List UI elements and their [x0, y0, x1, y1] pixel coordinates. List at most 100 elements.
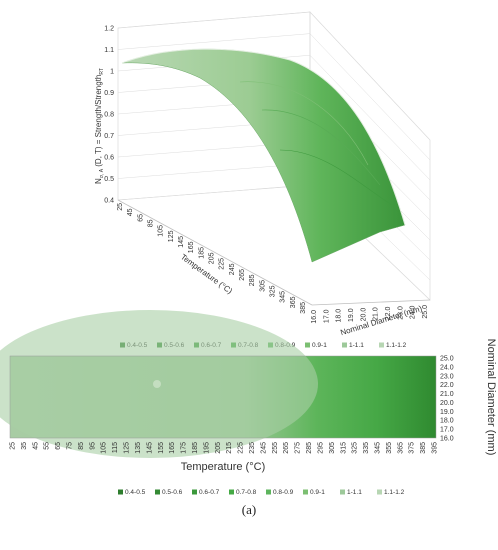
- contour-region-1.1-1.2: [153, 380, 161, 388]
- legend-label: 0.6-0.7: [199, 489, 220, 496]
- temperature-tick-label: 385: [300, 302, 307, 314]
- contour-x-tick-label: 225: [238, 442, 245, 454]
- temperature-tick-label: 185: [198, 247, 205, 259]
- temperature-tick-label: 125: [168, 230, 175, 242]
- temperature-tick-label: 325: [270, 285, 277, 297]
- contour-x-tick-label: 85: [78, 442, 85, 450]
- z-tick-label: 0.6: [104, 155, 114, 162]
- surface-band-3: [279, 149, 393, 206]
- diameter-tick-label: 21.0: [373, 307, 380, 321]
- legend-swatch: [303, 489, 308, 495]
- contour-y-tick-label: 20.0: [440, 400, 454, 407]
- diameter-tick-label: 24.0: [410, 305, 417, 319]
- contour-temperature-ticks: 25 35 45 55 65 75 85 95 105 115 125 135 145 155 165 175…: [10, 442, 439, 454]
- legend-swatch: [379, 342, 384, 348]
- contour-x-tick-label: 145: [146, 442, 153, 454]
- diameter-tick-label: 16.0: [311, 310, 318, 324]
- diameter-tick-label: 23.0: [397, 306, 404, 320]
- contour-x-tick-label: 45: [32, 442, 39, 450]
- diameter-tick-label: 17.0: [323, 309, 330, 323]
- contour-x-tick-label: 65: [55, 442, 62, 450]
- contour-x-tick-label: 105: [101, 442, 108, 454]
- contour-x-tick-label: 95: [89, 442, 96, 450]
- contour-x-tick-label: 305: [329, 442, 336, 454]
- legend-label: 1.1-1.2: [386, 342, 407, 349]
- surface-top-highlight: [121, 48, 406, 226]
- contour-x-tick-label: 345: [374, 442, 381, 454]
- temperature-tick-label: 105: [158, 225, 165, 237]
- contour-x-tick-label: 115: [112, 442, 119, 453]
- z-tick-label: 0.4: [104, 198, 114, 205]
- temperature-tick-label: 205: [209, 252, 216, 264]
- contour-x-title: Temperature (°C): [181, 461, 265, 473]
- legend-swatch: [118, 489, 123, 495]
- temperature-tick-label: 65: [137, 214, 144, 222]
- legend-label: 0.9-1: [310, 489, 325, 496]
- contour-x-tick-label: 175: [181, 442, 188, 454]
- surface-band-1: [239, 81, 369, 166]
- z-tick-label: 1.2: [104, 26, 114, 33]
- contour-x-tick-label: 275: [295, 442, 302, 454]
- temperature-tick-label: 265: [239, 269, 246, 281]
- legend-swatch: [377, 489, 382, 495]
- temperature-tick-label: 45: [127, 208, 134, 216]
- temperature-tick-label: 165: [188, 241, 195, 253]
- contour-x-tick-label: 355: [386, 442, 393, 454]
- contour-y-tick-label: 19.0: [440, 409, 454, 416]
- legend-swatch: [305, 342, 310, 348]
- diameter-axis-line: [311, 299, 431, 306]
- contour-x-tick-label: 325: [352, 442, 359, 454]
- legend-label: 0.8-0.9: [273, 489, 294, 496]
- legend-swatch: [229, 489, 234, 495]
- temperature-tick-label: 225: [219, 258, 226, 270]
- contour-x-tick-label: 165: [169, 442, 176, 454]
- contour-x-tick-label: 245: [260, 442, 267, 454]
- legend-label: 0.4-0.5: [125, 489, 146, 496]
- contour-x-tick-label: 315: [340, 442, 347, 454]
- diameter-tick-label: 25.0: [422, 305, 429, 319]
- temperature-tick-label: 365: [290, 296, 297, 308]
- diameter-tick-label: 20.0: [360, 308, 367, 322]
- legend-label: 1-1.1: [347, 489, 362, 496]
- contour-diameter-ticks: 25.024.0 23.0 22.0 21.0 20.0 19.0 18.0 17.0 16.0: [440, 356, 454, 443]
- contour-frame: [9, 355, 437, 439]
- contour-y-tick-label: 22.0: [440, 382, 454, 389]
- legend-label: 1-1.1: [349, 342, 364, 349]
- diameter-tick-label: 18.0: [336, 309, 343, 323]
- z-gridline: [117, 33, 431, 161]
- z-tick-label: 1.1: [104, 47, 114, 54]
- contour-x-tick-label: 375: [409, 442, 416, 454]
- contour-x-tick-label: 265: [283, 442, 290, 454]
- contour-x-tick-label: 205: [215, 442, 222, 454]
- z-tick-labels: 0.4 0.5 0.6 0.7 0.8 0.9 1 1.1 1.2: [104, 26, 114, 205]
- diameter-tick-labels: 16.0 17.0 18.0 19.0 20.0 21.0 22.0 23.0 24.0 25.0: [311, 305, 429, 324]
- contour-y-tick-label: 21.0: [440, 391, 454, 398]
- z-axis-title: Nσ, A (D, T) = Strength/StrengthRT: [94, 68, 105, 184]
- z-gridline: [117, 11, 431, 141]
- contour-x-tick-label: 75: [67, 442, 74, 450]
- contour-x-tick-label: 395: [432, 442, 439, 454]
- z-tick-label: 0.9: [104, 90, 114, 97]
- contour-x-tick-label: 285: [306, 442, 313, 454]
- temperature-tick-label: 25: [117, 203, 124, 211]
- contour-y-tick-label: 25.0: [440, 356, 454, 363]
- contour-x-tick-label: 255: [272, 442, 279, 454]
- diameter-tick-label: 19.0: [348, 308, 355, 322]
- contour-chart: 25 35 45 55 65 75 85 95 105 115 125 135 145 155 165 175…: [0, 310, 497, 496]
- z-tick-label: 0.7: [104, 133, 114, 140]
- contour-x-tick-label: 385: [420, 442, 427, 454]
- temperature-tick-label: 85: [148, 219, 155, 227]
- contour-y-tick-label: 23.0: [440, 373, 454, 380]
- temperature-tick-label: 245: [229, 263, 236, 275]
- diameter-tick-label: 22.0: [385, 307, 392, 321]
- legend-swatch: [342, 342, 347, 348]
- contour-x-tick-label: 25: [10, 442, 17, 450]
- contour-y-tick-label: 18.0: [440, 418, 454, 425]
- legend-label: 0.9-1: [312, 342, 327, 349]
- contour-x-tick-label: 295: [317, 442, 324, 454]
- contour-y-tick-label: 16.0: [440, 436, 454, 443]
- contour-x-tick-label: 195: [203, 442, 210, 454]
- contour-x-tick-label: 185: [192, 442, 199, 454]
